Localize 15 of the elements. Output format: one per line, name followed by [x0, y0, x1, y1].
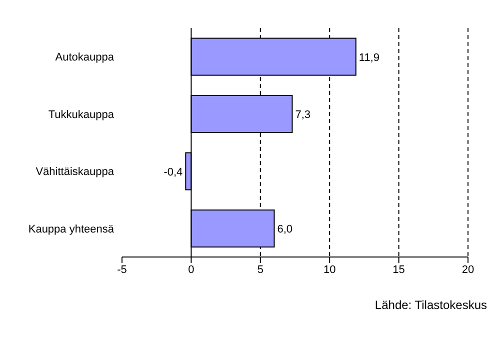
x-tick-label: -5	[117, 264, 127, 276]
x-tick-label: 20	[462, 264, 474, 276]
x-tick-label: 0	[188, 264, 194, 276]
x-tick-label: 15	[392, 264, 405, 276]
y-tick-label: Vähittäiskauppa	[36, 166, 115, 178]
x-tick-label: 10	[323, 264, 336, 276]
x-tick-label: 5	[257, 264, 264, 276]
y-tick-label: Autokauppa	[55, 52, 115, 64]
data-label: 6,0	[277, 224, 293, 236]
data-label: -0,4	[164, 166, 183, 178]
y-tick-label: Kauppa yhteensä	[28, 223, 115, 236]
data-label: 7,3	[295, 109, 311, 122]
data-label: 11,9	[358, 52, 380, 64]
y-tick-label: Tukkukauppa	[48, 108, 115, 121]
text: Lähde: Tilastokeskus	[374, 298, 487, 312]
